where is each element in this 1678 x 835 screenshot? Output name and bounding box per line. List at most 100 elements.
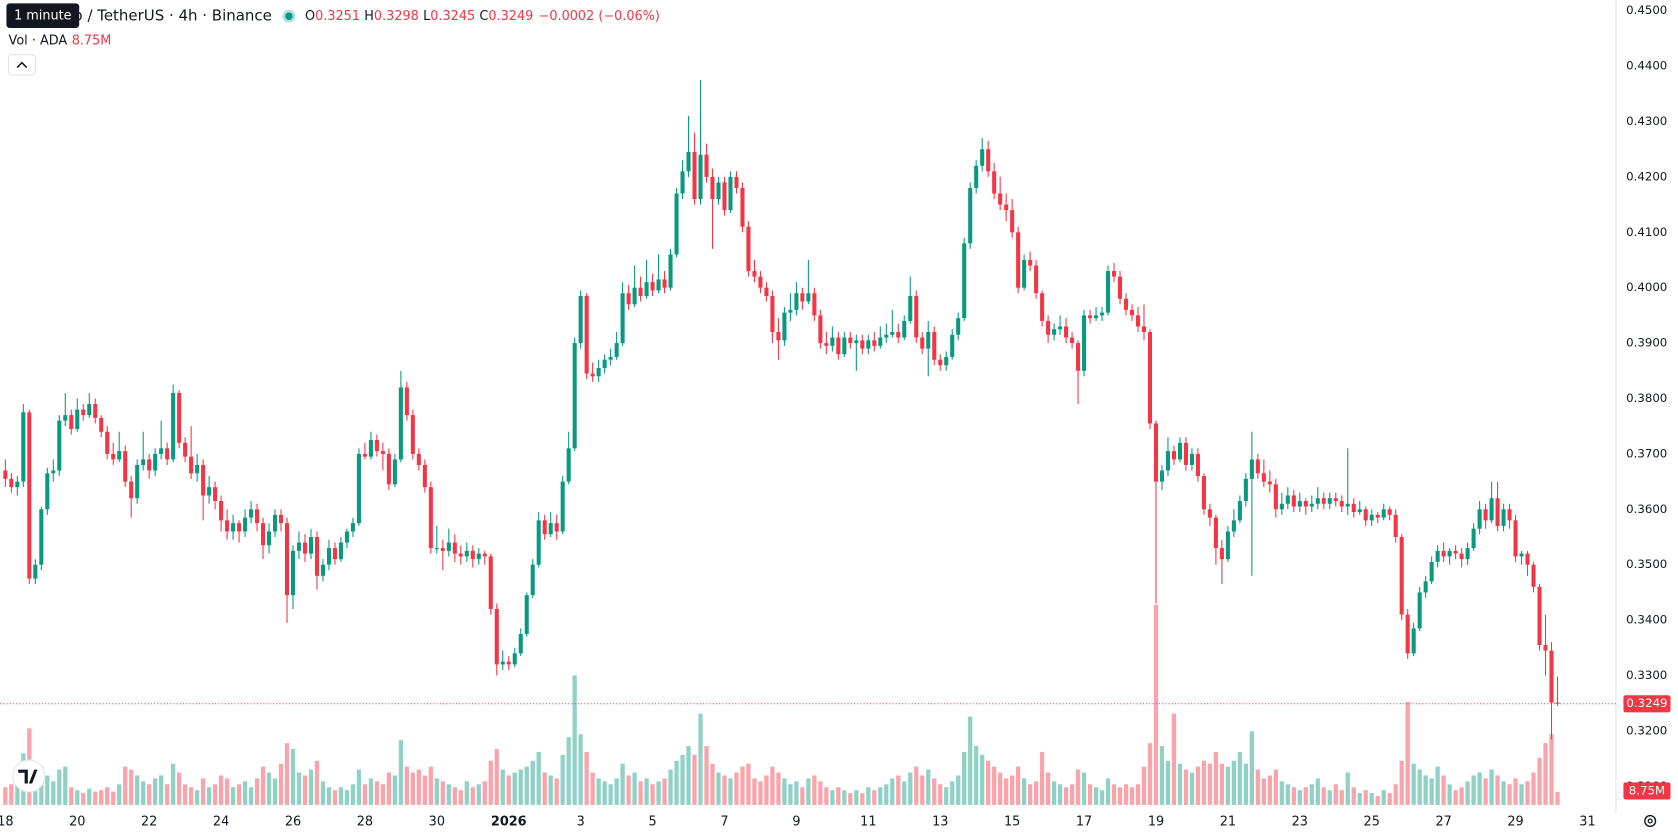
y-tick-label: 0.3500: [1626, 557, 1667, 571]
volume-bar: [1447, 784, 1452, 805]
candle-body: [105, 431, 110, 454]
volume-bar: [1004, 778, 1009, 805]
volume-bar: [1111, 784, 1117, 805]
volume-bar: [392, 775, 398, 805]
candle-body: [890, 332, 895, 335]
candle-body: [1507, 509, 1512, 521]
candle-body: [1225, 531, 1230, 560]
candle-body: [752, 271, 757, 277]
volume-bar: [1027, 784, 1033, 805]
candle-body: [452, 542, 457, 554]
candle-body: [842, 337, 847, 355]
candle-body: [1147, 332, 1153, 424]
volume-bar: [1429, 778, 1434, 805]
candle-body: [464, 550, 469, 557]
candle-body: [494, 609, 499, 665]
candle-body: [1483, 509, 1488, 521]
collapse-button[interactable]: [8, 54, 36, 76]
candle-body: [422, 464, 427, 488]
volume-bar: [494, 748, 499, 805]
tooltip: 1 minute: [14, 9, 72, 24]
candle-body: [302, 542, 308, 554]
tooltip-box: [6, 3, 80, 28]
volume-bar: [878, 787, 883, 805]
candle-body: [380, 451, 385, 454]
candle-body: [189, 456, 194, 474]
volume-bar: [956, 775, 961, 805]
candle-body: [698, 154, 703, 200]
volume-bar: [692, 754, 697, 805]
candle-body: [506, 661, 511, 665]
candle-body: [1375, 514, 1380, 518]
volume-bar: [830, 790, 835, 805]
volume-bar: [380, 784, 386, 805]
volume-bar: [1357, 793, 1362, 805]
y-tick-label: 0.3600: [1626, 502, 1667, 516]
candle-body: [836, 337, 841, 355]
candle-body: [87, 404, 92, 416]
volume-bar: [590, 772, 595, 805]
x-tick-label: 17: [1076, 815, 1092, 830]
volume-bar: [105, 787, 110, 805]
volume-bar: [308, 769, 314, 805]
volume-bar: [524, 766, 529, 805]
settings-icon[interactable]: [1644, 814, 1657, 827]
candle-body: [704, 154, 709, 177]
candle-body: [1046, 320, 1051, 335]
volume-bar: [998, 772, 1003, 805]
candle-body: [1201, 476, 1206, 510]
y-tick-label: 0.3400: [1626, 613, 1667, 627]
candle-body: [1034, 265, 1039, 294]
volume-bar: [368, 778, 374, 805]
ohlc: O0.3251 H0.3298 L0.3245 C0.3249 −0.0002 (−0.…: [305, 9, 660, 24]
tv-logo[interactable]: [12, 759, 46, 793]
volume-bar: [1471, 775, 1476, 805]
volume-bar: [698, 713, 703, 805]
candle-body: [1207, 509, 1212, 518]
volume-bar: [452, 787, 457, 805]
volume-bar: [554, 778, 559, 805]
volume-bar: [1423, 775, 1428, 805]
candle-body: [1285, 495, 1290, 504]
change: −0.0002 (−0.06%): [539, 9, 660, 24]
symbol-title[interactable]: Cardano / TetherUS · 4h · Binance: [20, 7, 272, 25]
volume-bar: [1549, 734, 1554, 805]
volume-bar: [1459, 787, 1464, 805]
x-tick-label: 20: [69, 815, 85, 830]
candle-body: [578, 295, 583, 344]
candle-body: [692, 151, 697, 200]
volume-bar: [632, 772, 637, 805]
volume-bar: [1375, 796, 1380, 805]
volume-bar: [1279, 781, 1284, 805]
volume-bar: [752, 778, 757, 805]
candle-body: [434, 548, 439, 550]
candle-body: [650, 282, 655, 291]
candle-body: [99, 417, 104, 432]
candle-body: [950, 334, 955, 357]
candle-body: [1171, 451, 1176, 460]
volume-bar: [842, 790, 847, 805]
volume-bar: [1339, 790, 1344, 805]
candle-body: [21, 412, 26, 482]
candle-body: [326, 548, 331, 565]
volume-bar: [476, 784, 481, 805]
candle-body: [1237, 500, 1242, 521]
volume-bar: [1495, 775, 1500, 805]
volume-bar: [278, 763, 284, 805]
volume-bar: [428, 766, 433, 805]
volume-bar: [950, 781, 955, 805]
volume-bar: [404, 766, 410, 805]
candle-body: [1543, 645, 1548, 651]
candle-body: [1249, 459, 1254, 479]
candle-body: [1339, 500, 1344, 507]
candle-body: [644, 282, 649, 296]
candle-body: [1267, 481, 1272, 485]
candle-body: [15, 481, 20, 488]
volume-bar: [1099, 790, 1105, 805]
candle-body: [488, 556, 493, 610]
volume-bar: [320, 781, 326, 805]
candle-body: [530, 564, 535, 596]
candle-body: [500, 661, 505, 665]
volume-bar: [159, 775, 164, 805]
